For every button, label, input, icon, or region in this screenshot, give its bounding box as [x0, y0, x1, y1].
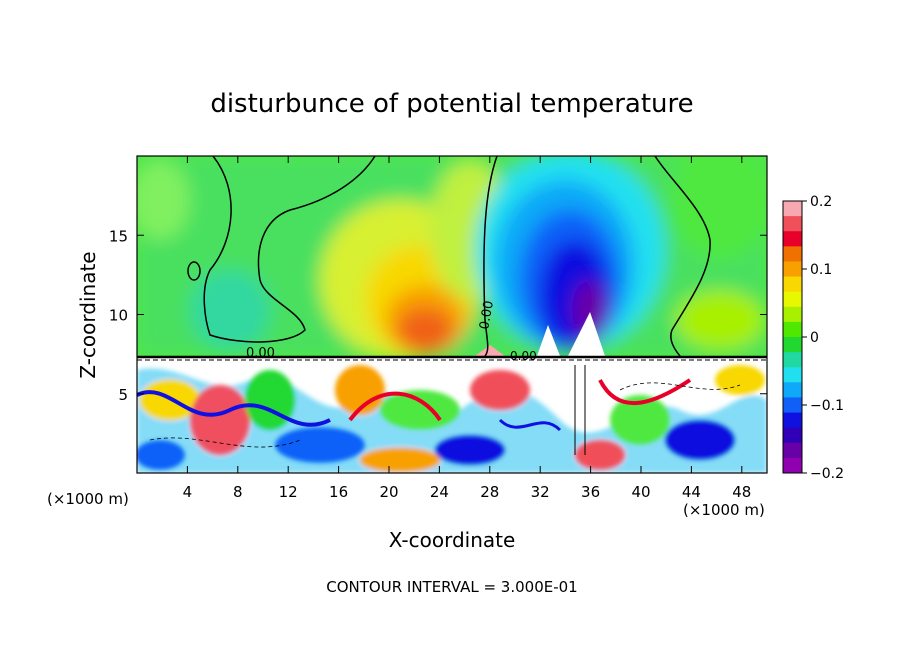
colorbar-swatch — [783, 442, 802, 459]
x-tick-label: 36 — [581, 483, 600, 501]
x-tick-label: 12 — [279, 483, 298, 501]
x-unit-left: (×1000 m) — [47, 490, 129, 508]
colorbar-swatch — [783, 291, 802, 308]
colorbar-swatch — [783, 427, 802, 444]
plot-area: 0.00 0.00 0.00 — [137, 156, 767, 473]
colorbar-swatch — [783, 231, 802, 247]
x-axis-label: X-coordinate — [389, 528, 516, 552]
colorbar-swatch — [783, 457, 802, 474]
colorbar-swatch — [783, 201, 802, 217]
colorbar-ticks: 0.2 0.1 0 −0.1 −0.2 — [802, 194, 844, 482]
contour-label: 0.00 — [477, 300, 497, 331]
x-tick-label: 4 — [183, 483, 193, 501]
colorbar-swatch — [783, 306, 802, 323]
colorbar-swatch — [783, 321, 802, 338]
colorbar-tick-label: 0 — [810, 330, 819, 346]
colorbar-swatch — [783, 216, 802, 232]
x-unit-right: (×1000 m) — [683, 501, 765, 519]
x-tick-label: 28 — [480, 483, 499, 501]
contour-lines — [137, 156, 767, 361]
y-axis: 5 10 15 — [109, 227, 767, 404]
colorbar-tick-label: 0.2 — [810, 194, 832, 210]
x-tick-label: 16 — [329, 483, 348, 501]
x-tick-label: 20 — [379, 483, 398, 501]
colorbar-tick-label: 0.1 — [810, 262, 832, 278]
chart-title: disturbunce of potential temperature — [210, 89, 693, 119]
x-tick-label: 24 — [430, 483, 449, 501]
colorbar-swatch — [783, 337, 802, 353]
colorbar-swatch — [783, 261, 802, 278]
y-tick-label: 5 — [118, 386, 128, 404]
x-tick-label: 48 — [732, 483, 751, 501]
colorbar-swatch — [783, 382, 802, 398]
colorbar — [783, 201, 802, 474]
colorbar-swatch — [783, 367, 802, 383]
x-tick-label: 8 — [233, 483, 243, 501]
colorbar-tick-label: −0.2 — [810, 466, 844, 482]
field-upper — [137, 156, 767, 360]
x-axis: 4 8 12 16 20 24 28 32 36 40 44 48 — [183, 156, 751, 501]
colorbar-swatch — [783, 276, 802, 293]
y-tick-label: 15 — [109, 227, 128, 245]
colorbar-swatch — [783, 397, 802, 414]
colorbar-swatch — [783, 246, 802, 262]
y-tick-label: 10 — [109, 307, 128, 325]
contour-label: 0.00 — [510, 349, 537, 363]
x-tick-label: 40 — [631, 483, 650, 501]
boundary-layer — [137, 357, 767, 473]
contour-label: 0.00 — [246, 346, 275, 361]
colorbar-swatch — [783, 352, 802, 368]
y-axis-label: Z-coordinate — [76, 251, 100, 378]
colorbar-swatch — [783, 412, 802, 429]
colorbar-tick-label: −0.1 — [810, 398, 844, 414]
contour-interval-note: CONTOUR INTERVAL = 3.000E-01 — [326, 578, 577, 596]
x-tick-label: 32 — [531, 483, 550, 501]
x-tick-label: 44 — [682, 483, 701, 501]
